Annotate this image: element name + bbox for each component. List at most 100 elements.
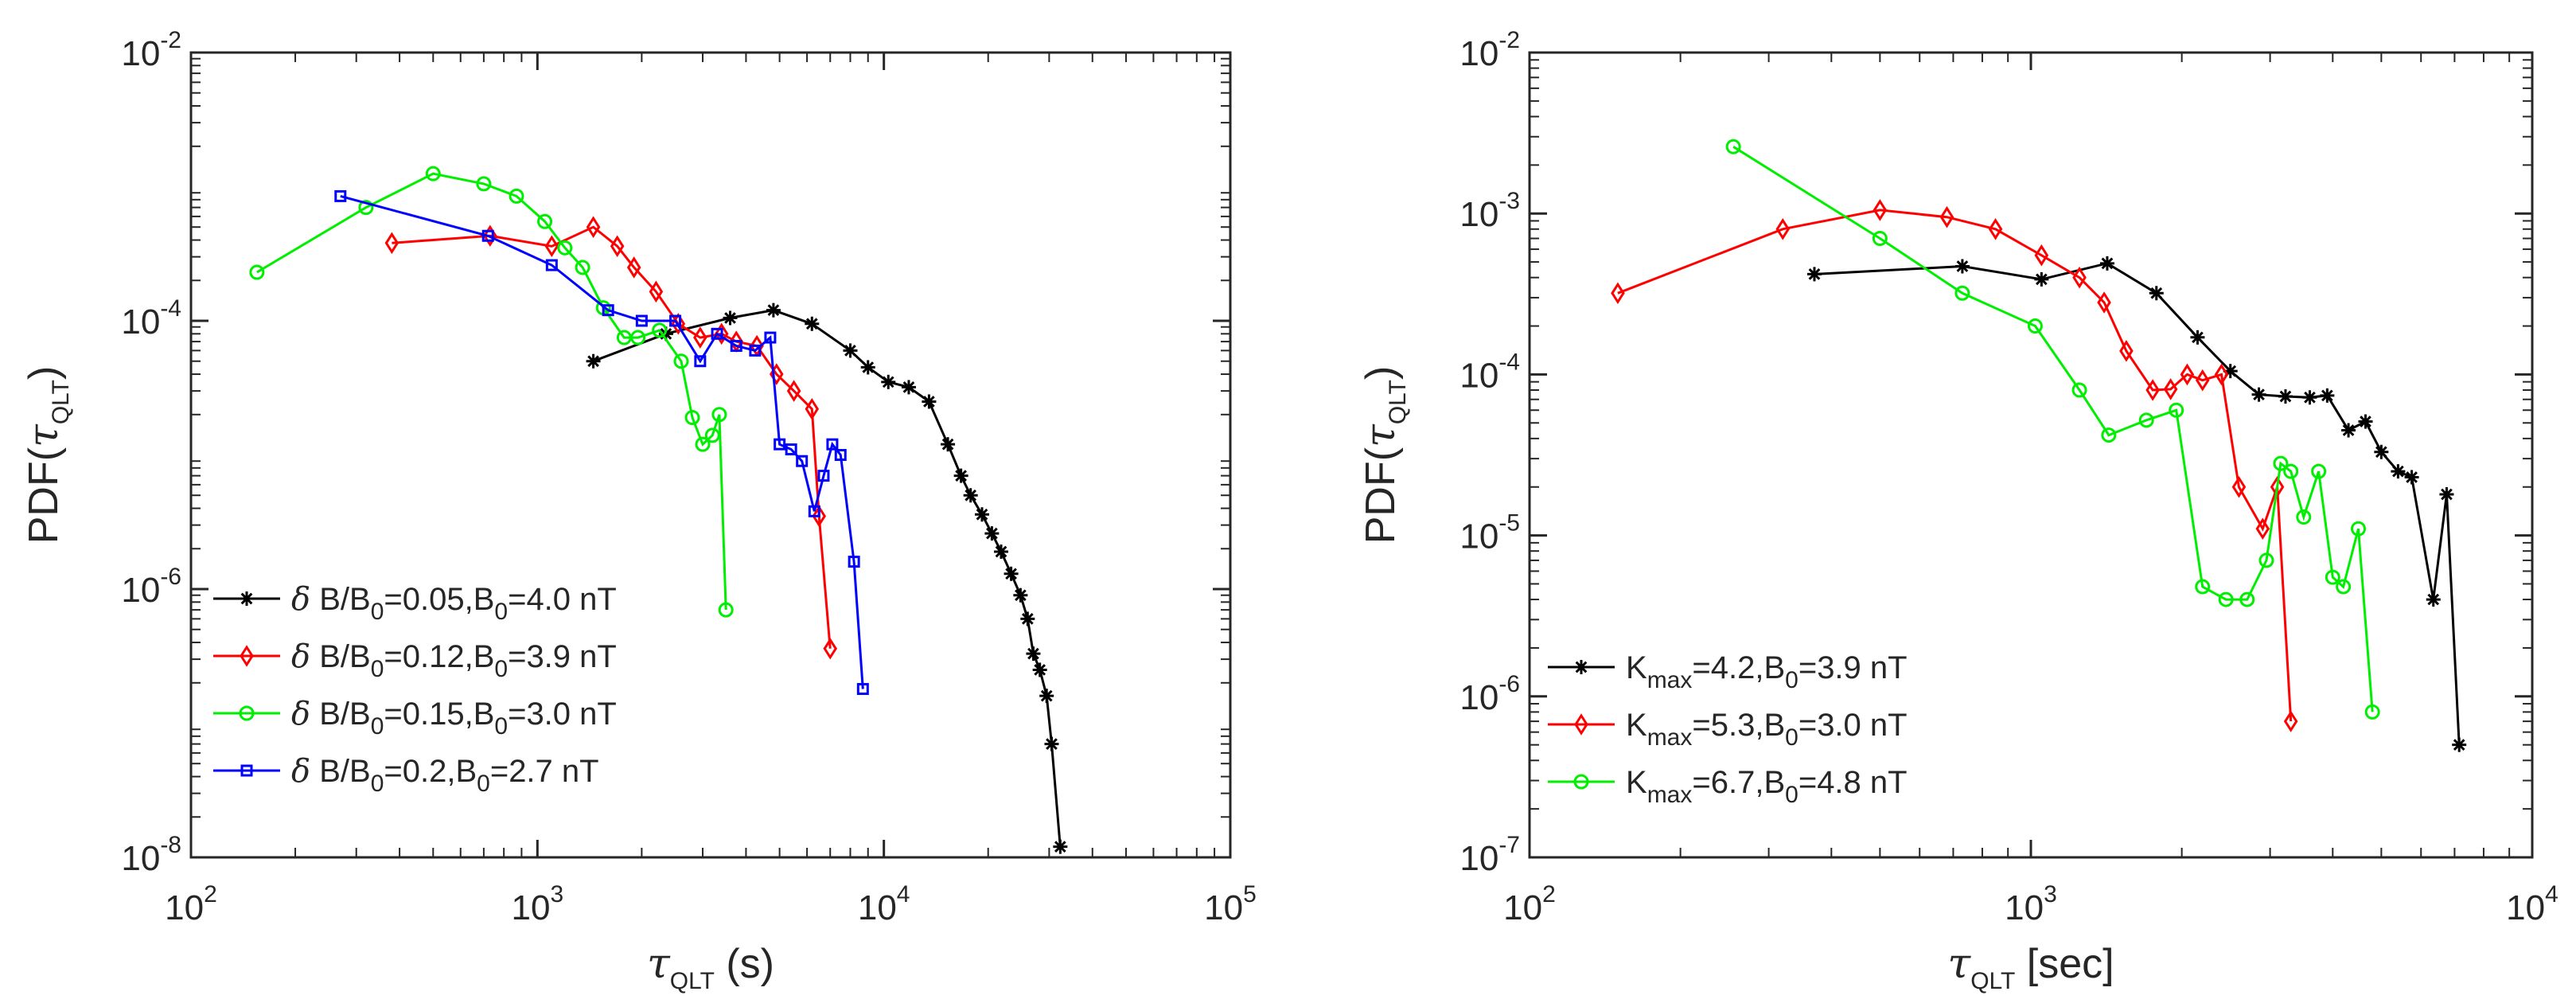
x-axis-label-symbol: τ — [647, 940, 671, 988]
asterisk-stroke — [2427, 593, 2440, 606]
data-point — [2336, 579, 2352, 595]
asterisk-stroke — [2441, 488, 2453, 501]
legend-item: δ B/B0=0.05,B0=4.0 nT — [213, 581, 617, 625]
data-point — [2239, 591, 2255, 607]
y-tick-base: 10 — [121, 34, 160, 73]
asterisk-stroke — [2253, 388, 2265, 401]
asterisk-stroke — [1015, 589, 1027, 602]
x-axis-label: τQLT [sec] — [1947, 940, 2114, 994]
data-point — [2270, 475, 2285, 498]
legend-delta: δ — [291, 696, 310, 732]
y-axis-label-subscript: QLT — [48, 380, 74, 424]
x-axis-label: τQLT (s) — [647, 940, 774, 994]
data-point — [834, 449, 847, 461]
data-point — [694, 355, 707, 368]
legend-subscript: max — [1647, 667, 1693, 693]
legend-item: Kmax=5.3,B0=3.0 nT — [1548, 708, 1908, 751]
x-tick-label: 105 — [1204, 881, 1257, 927]
x-axis-label-unit: (s) — [715, 941, 774, 987]
legend-part: =0.2,B — [384, 754, 477, 789]
x-tick-base: 10 — [1204, 888, 1243, 927]
asterisk-stroke — [1956, 260, 1969, 272]
x-axis-label-symbol: τ — [1947, 940, 1971, 988]
y-tick-base: 10 — [1459, 517, 1498, 556]
y-tick-label: 10-2 — [1459, 27, 1520, 73]
legend-label: Kmax=5.3,B0=3.0 nT — [1626, 708, 1908, 751]
data-point — [358, 200, 374, 216]
x-tick-label: 103 — [512, 881, 564, 927]
x-tick-label: 102 — [1503, 881, 1556, 927]
y-tick-exponent: -8 — [160, 832, 181, 858]
legend-part: B/B — [310, 639, 371, 674]
asterisk-stroke — [986, 527, 998, 540]
data-point — [2358, 414, 2373, 429]
series-3 — [334, 189, 869, 695]
data-point — [2404, 470, 2419, 485]
asterisk-stroke — [1808, 268, 1821, 280]
data-point — [2391, 464, 2406, 479]
data-point — [786, 380, 801, 402]
data-point — [714, 322, 729, 345]
data-point — [1988, 218, 2003, 240]
asterisk-stroke — [724, 312, 736, 324]
data-point — [2283, 463, 2299, 479]
series-line — [1617, 209, 2293, 722]
data-point — [695, 436, 711, 452]
legend-part: =0.12,B — [384, 639, 494, 674]
x-tick-exponent: 4 — [897, 881, 910, 907]
x-tick-exponent: 3 — [2044, 881, 2057, 907]
data-point — [2027, 318, 2043, 334]
data-point — [848, 556, 860, 568]
minor-ticks — [1530, 53, 2532, 857]
legend-label: Kmax=6.7,B0=4.8 nT — [1626, 765, 1908, 808]
x-tick-base: 10 — [165, 888, 204, 927]
data-point — [2071, 382, 2087, 398]
data-point — [1053, 839, 1068, 854]
data-point — [2034, 244, 2049, 267]
y-axis-label-symbol: τ — [20, 423, 68, 447]
asterisk-stroke — [2360, 416, 2371, 427]
legend-subscript: 0 — [1785, 724, 1799, 751]
data-point — [823, 637, 838, 660]
data-point — [2320, 388, 2335, 403]
data-point — [941, 437, 956, 452]
data-point — [2374, 444, 2389, 459]
data-point — [785, 443, 797, 456]
asterisk-stroke — [767, 304, 780, 317]
data-point — [711, 407, 727, 423]
y-tick-label: 10-6 — [1459, 671, 1520, 717]
data-point — [240, 764, 253, 777]
legend-delta: δ — [291, 753, 310, 790]
data-point — [1573, 774, 1589, 790]
data-point — [856, 682, 869, 695]
data-point — [557, 240, 573, 256]
data-point — [826, 438, 839, 451]
x-tick-exponent: 5 — [1243, 881, 1257, 907]
y-tick-base: 10 — [121, 302, 160, 342]
data-point — [984, 526, 1000, 541]
data-point — [476, 176, 492, 192]
y-tick-label: 10-7 — [1459, 832, 1520, 878]
legend-label: δ B/B0=0.2,B0=2.7 nT — [291, 753, 599, 797]
legend-subscript: max — [1647, 724, 1693, 751]
legend-subscript: 0 — [494, 713, 508, 740]
data-point — [812, 505, 826, 528]
legend-item: δ B/B0=0.12,B0=3.9 nT — [213, 638, 617, 682]
series-1 — [1611, 199, 2298, 732]
data-point — [843, 343, 858, 358]
y-tick-exponent: -4 — [160, 295, 181, 322]
y-tick-label: 10-4 — [1459, 349, 1520, 395]
legend-label: δ B/B0=0.12,B0=3.9 nT — [291, 638, 617, 682]
asterisk-stroke — [1054, 841, 1066, 853]
data-point — [2169, 402, 2184, 418]
data-point — [249, 264, 265, 280]
x-tick-base: 10 — [512, 888, 551, 927]
legend-part: =3.9 nT — [508, 639, 617, 674]
asterisk-stroke — [923, 396, 935, 408]
data-point — [673, 353, 689, 369]
data-point — [2283, 710, 2298, 732]
y-tick-base: 10 — [1459, 34, 1498, 73]
series-2 — [249, 166, 734, 618]
y-tick-base: 10 — [1459, 356, 1498, 395]
legend-part: =0.15,B — [384, 697, 494, 732]
